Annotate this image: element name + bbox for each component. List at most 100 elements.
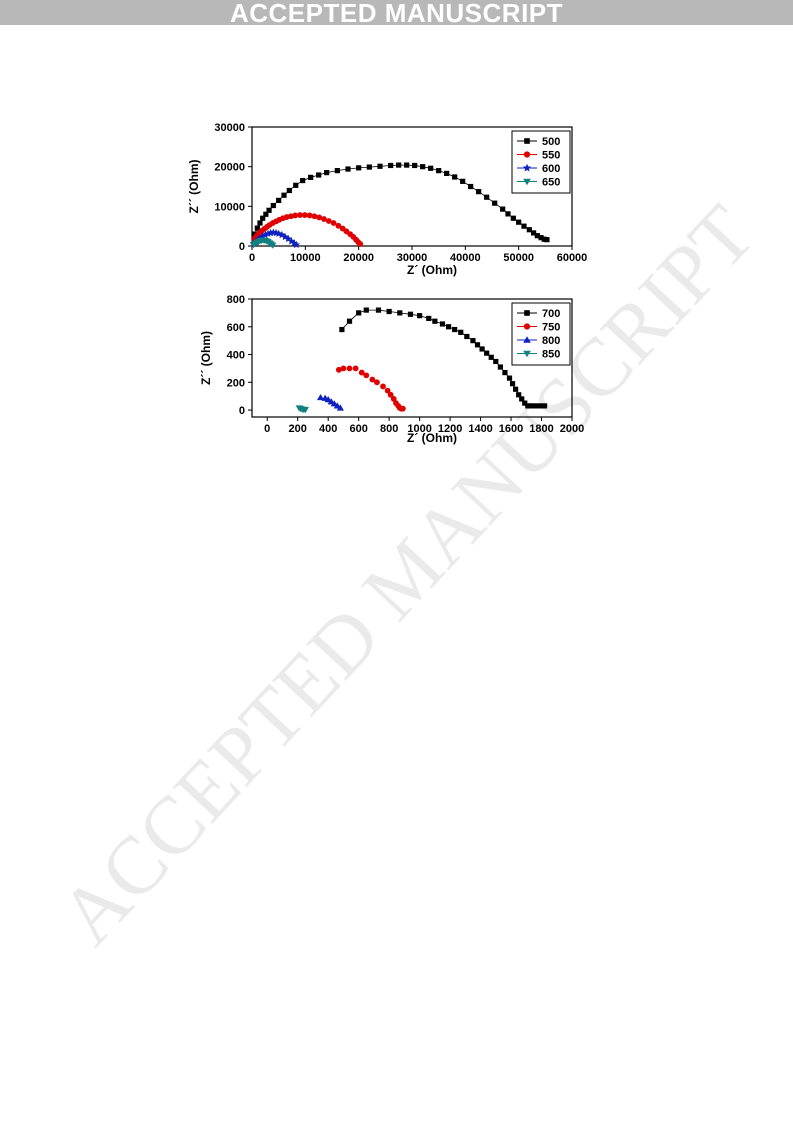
data-point — [521, 223, 527, 229]
x-tick-label: 50000 — [503, 252, 534, 264]
y-tick-label: 20000 — [214, 162, 245, 174]
data-point — [316, 214, 323, 221]
series-850 — [295, 405, 309, 414]
legend-marker — [522, 163, 532, 172]
y-tick-label: 30000 — [214, 122, 245, 134]
data-point — [541, 236, 547, 242]
x-tick-label: 1200 — [438, 423, 462, 435]
data-point — [316, 393, 325, 401]
series-800 — [316, 393, 344, 411]
data-point — [479, 346, 485, 352]
data-point — [380, 383, 386, 390]
data-point — [300, 177, 306, 184]
x-tick-label: 20000 — [343, 252, 374, 264]
legend-label: 650 — [542, 177, 560, 189]
data-point — [292, 212, 299, 219]
data-point — [388, 162, 394, 169]
data-point — [493, 358, 499, 365]
x-axis-title: Z´ (Ohm) — [407, 263, 457, 277]
legend-label: 500 — [542, 136, 560, 148]
series-650 — [250, 237, 277, 249]
y-tick-label: 0 — [239, 241, 245, 253]
data-point — [363, 372, 370, 379]
data-point — [397, 310, 403, 316]
data-point — [263, 211, 269, 217]
data-point — [366, 164, 372, 170]
x-tick-label: 30000 — [397, 252, 428, 264]
y-axis-title: Z´´ (Ohm) — [187, 160, 201, 214]
y-tick-label: 400 — [227, 350, 245, 362]
data-point — [488, 354, 494, 360]
data-point — [513, 386, 519, 392]
data-point — [458, 329, 464, 335]
chart-panel-1: 0 10000 20000 30000 40000 50000 60000 0 10000 200… — [187, 122, 587, 277]
data-point — [544, 237, 550, 243]
data-point — [357, 241, 364, 247]
data-point — [528, 403, 534, 409]
data-point — [301, 407, 309, 414]
legend-label: 700 — [542, 308, 560, 320]
legend-marker — [524, 138, 530, 144]
data-point — [522, 400, 528, 406]
data-point — [306, 212, 313, 219]
x-tick-label: 1000 — [407, 423, 431, 435]
x-tick-label: 0 — [264, 423, 270, 435]
data-point — [369, 376, 376, 383]
data-point — [426, 315, 432, 322]
x-tick-label: 2000 — [560, 423, 584, 435]
data-point — [335, 222, 342, 229]
legend-label: 800 — [542, 335, 560, 347]
legend-marker — [523, 350, 531, 358]
data-point — [374, 379, 380, 386]
data-point — [537, 403, 543, 409]
y-tick-label: 600 — [227, 322, 245, 334]
x-tick-label: 60000 — [557, 252, 588, 264]
data-point — [293, 182, 299, 188]
data-point — [281, 192, 287, 198]
legend-label: 750 — [542, 322, 560, 334]
data-point — [500, 206, 506, 212]
y-tick-label: 200 — [227, 377, 245, 389]
y-tick-label: 800 — [227, 294, 245, 306]
data-point — [352, 365, 359, 372]
x-tick-label: 1400 — [468, 423, 492, 435]
data-point — [534, 233, 540, 239]
y-axis-title: Z´´ (Ohm) — [199, 331, 213, 385]
x-tick-label: 40000 — [450, 252, 481, 264]
data-point — [286, 187, 292, 194]
x-tick-label: 400 — [319, 423, 337, 435]
data-point — [519, 396, 525, 402]
data-point — [407, 311, 414, 317]
data-point — [316, 172, 322, 178]
x-tick-label: 800 — [380, 423, 398, 435]
data-point — [399, 405, 406, 412]
data-point — [432, 318, 438, 324]
legend-marker — [523, 151, 531, 158]
data-point — [502, 369, 508, 376]
data-point — [334, 168, 340, 174]
data-point — [531, 230, 537, 236]
data-point — [510, 215, 516, 221]
legend-marker — [524, 310, 530, 316]
data-point — [339, 326, 345, 333]
data-point — [260, 215, 266, 221]
series-550 — [251, 212, 364, 247]
accepted-manuscript-banner: ACCEPTED MANUSCRIPT — [0, 0, 793, 27]
plot-frame — [251, 298, 573, 418]
data-point — [404, 162, 410, 168]
data-point — [484, 350, 490, 356]
y-tick-label: 10000 — [214, 201, 245, 213]
data-point — [386, 308, 392, 315]
data-point — [325, 218, 332, 224]
data-point — [254, 225, 260, 231]
data-point — [541, 403, 548, 409]
data-point — [301, 212, 308, 218]
series-600 — [249, 228, 301, 249]
data-point — [297, 212, 303, 218]
data-point — [270, 202, 276, 209]
legend-box — [511, 302, 571, 366]
data-point — [470, 338, 476, 344]
